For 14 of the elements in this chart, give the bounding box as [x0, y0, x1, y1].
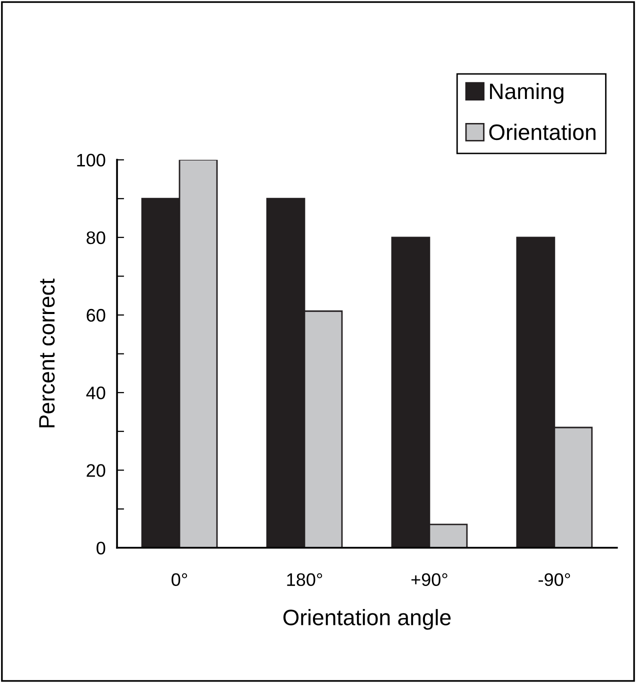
- y-tick-label: 20: [86, 464, 106, 477]
- y-tick-label: 0: [96, 542, 106, 554]
- x-axis-title: Orientation angle: [283, 609, 451, 630]
- y-tick-label: 40: [86, 386, 106, 400]
- x-tick-label: -90°: [538, 573, 570, 586]
- y-tick-label: 100: [77, 154, 106, 167]
- x-tick-label: 0°: [172, 573, 188, 586]
- x-tick-label: +90°: [411, 573, 448, 586]
- y-tick-label: 80: [86, 231, 106, 244]
- x-tick-label: 180°: [287, 573, 322, 586]
- y-axis-title: Percent correct: [39, 278, 55, 428]
- y-tick-label: 60: [86, 308, 106, 322]
- legend-label: Orientation: [489, 124, 596, 140]
- legend-label: Naming: [490, 82, 564, 104]
